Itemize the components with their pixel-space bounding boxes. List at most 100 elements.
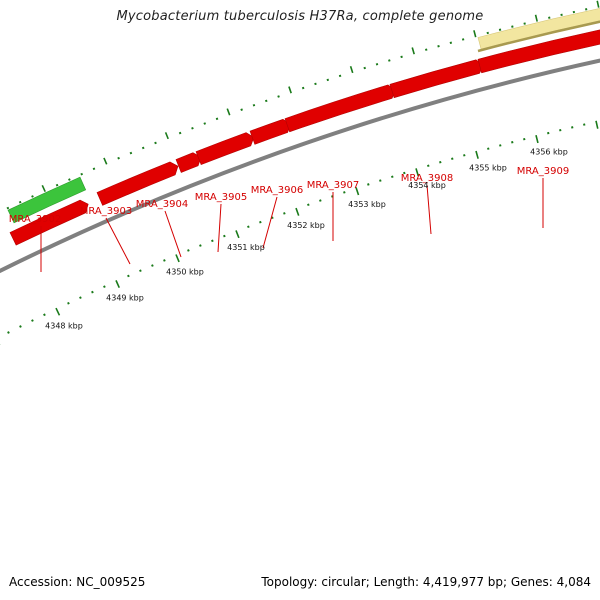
gene-leader-line	[164, 210, 182, 258]
outer-tick	[461, 38, 465, 41]
outer-tick	[375, 63, 379, 66]
inner-tick	[67, 301, 70, 305]
inner-tick	[43, 313, 46, 317]
gene-leader-line	[105, 217, 131, 265]
gene-label: MRA_3907	[307, 180, 359, 191]
inner-tick	[247, 225, 250, 229]
outer-tick	[129, 151, 133, 155]
kbp-label-layer: 4348 kbp 4349 kbp 4350 kbp 4351 kbp 4352 kbp…	[45, 148, 568, 331]
outer-tick	[92, 167, 96, 171]
inner-tick	[283, 212, 286, 215]
gene-label: MRA_3902	[9, 214, 61, 225]
outer-tick	[473, 30, 477, 38]
outer-tick	[349, 65, 354, 74]
gene-label: MRA_3906	[251, 185, 303, 196]
outer-tick	[400, 55, 403, 59]
inner-tick	[103, 285, 106, 288]
inner-tick	[427, 164, 430, 167]
inner-tick	[163, 259, 166, 262]
inner-tick	[223, 234, 226, 238]
inner-tick	[199, 244, 202, 247]
outer-tick	[363, 66, 366, 70]
genome-summary-label: Topology: circular; Length: 4,419,977 bp…	[261, 575, 591, 589]
inner-tick	[175, 254, 180, 263]
outer-tick	[18, 200, 22, 204]
inner-tick	[463, 154, 466, 157]
outer-tick	[338, 74, 342, 78]
inner-tick	[451, 157, 454, 160]
kbp-label: 4354 kbp	[408, 181, 446, 190]
inner-tick	[187, 249, 190, 252]
backbone-track	[0, 58, 600, 274]
gene-label: MRA_3903	[80, 206, 132, 217]
cds-arrow	[9, 199, 89, 246]
inner-tick	[595, 120, 599, 129]
inner-tick	[55, 307, 61, 316]
outer-tick	[6, 206, 10, 210]
outer-tick	[80, 172, 84, 176]
inner-tick	[499, 144, 502, 147]
outer-tick	[437, 44, 440, 48]
inner-tick	[139, 269, 142, 273]
outer-tick	[388, 59, 391, 62]
outer-tick	[411, 47, 415, 55]
inner-tick	[79, 296, 82, 299]
outer-tick	[596, 0, 600, 8]
outer-tick	[117, 156, 120, 160]
outer-tick	[424, 48, 428, 51]
inner-tick	[271, 216, 274, 220]
outer-tick	[178, 131, 182, 135]
inner-tick	[127, 274, 130, 278]
inner-tick-track	[0, 120, 599, 345]
inner-tick	[403, 171, 406, 175]
kbp-label: 4352 kbp	[287, 221, 325, 230]
kbp-label: 4353 kbp	[348, 200, 386, 209]
kbp-label: 4355 kbp	[469, 164, 507, 173]
map-title: Mycobacterium tuberculosis H37Ra, comple…	[116, 9, 484, 24]
outer-tick	[252, 103, 256, 107]
kbp-label: 4348 kbp	[45, 322, 83, 331]
inner-tick	[367, 183, 370, 186]
gene-label: MRA_3909	[517, 166, 569, 177]
inner-tick	[487, 147, 490, 150]
outer-tick	[41, 184, 46, 192]
outer-tick	[55, 183, 59, 187]
cds-arrow	[477, 29, 600, 74]
inner-tick	[343, 191, 346, 194]
inner-tick	[151, 264, 154, 267]
outer-tick-track	[6, 0, 600, 210]
kbp-label: 4356 kbp	[530, 148, 568, 157]
inner-tick	[211, 239, 214, 243]
kbp-label: 4351 kbp	[227, 243, 265, 252]
feature-track	[7, 8, 600, 246]
inner-tick	[259, 220, 262, 224]
outer-tick	[301, 86, 305, 90]
backbone-line	[0, 58, 600, 274]
cds-arrow	[195, 132, 255, 165]
yellow-feature-edge	[477, 20, 600, 53]
outer-tick	[288, 86, 292, 94]
inner-tick	[355, 187, 360, 196]
outer-tick	[154, 141, 157, 145]
inner-tick	[115, 280, 120, 288]
outer-tick	[103, 157, 108, 165]
inner-tick	[391, 175, 394, 179]
outer-tick	[191, 126, 194, 130]
outer-tick	[240, 108, 243, 111]
inner-tick	[235, 230, 240, 239]
outer-tick	[264, 99, 268, 103]
inner-tick	[91, 290, 94, 294]
gene-leader-line	[262, 196, 278, 249]
outer-tick	[141, 146, 145, 150]
outer-tick	[449, 41, 453, 45]
inner-tick	[415, 168, 420, 177]
inner-tick	[19, 325, 22, 328]
kbp-label: 4350 kbp	[166, 268, 204, 277]
inner-tick	[307, 203, 310, 207]
cds-arrow	[175, 152, 202, 173]
accession-label: Accession: NC_009525	[9, 575, 146, 589]
inner-tick	[439, 160, 442, 164]
inner-tick	[511, 141, 514, 144]
inner-tick	[295, 207, 300, 216]
